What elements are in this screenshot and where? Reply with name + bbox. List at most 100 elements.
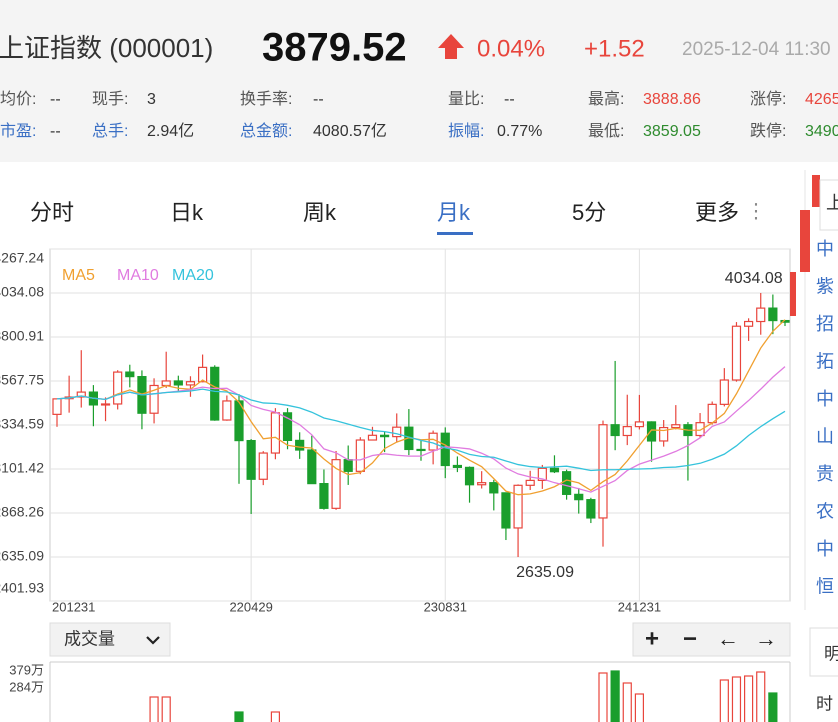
candle-body xyxy=(622,426,632,437)
candle-body xyxy=(598,424,608,519)
candle-body xyxy=(707,403,717,424)
legend-entry: MA5 xyxy=(62,267,95,284)
candle-body xyxy=(537,467,547,482)
stat-label: 现手: xyxy=(92,90,128,108)
candle-body xyxy=(234,400,244,442)
stat-value: 4265 xyxy=(805,91,838,108)
sidebar-item[interactable]: 农 xyxy=(816,501,834,521)
candle-body xyxy=(452,464,462,468)
sidebar-item[interactable]: 贵 xyxy=(816,464,834,484)
tab[interactable]: 分时 xyxy=(30,200,74,225)
candle-body xyxy=(525,479,535,486)
sidebar-item[interactable]: 紫 xyxy=(816,276,834,296)
candle-body xyxy=(477,482,487,486)
up-arrow xyxy=(438,34,464,59)
candle-body xyxy=(295,439,305,451)
volume-bar xyxy=(161,696,171,722)
price: 3879.52 xyxy=(262,26,407,70)
stat-label: 最低: xyxy=(588,122,624,140)
tab[interactable]: 日k xyxy=(170,200,204,225)
sidebar-tab[interactable] xyxy=(819,179,838,231)
candle-body xyxy=(52,398,62,415)
button[interactable]: ← xyxy=(717,626,739,651)
change-pct: 0.04% xyxy=(477,35,545,62)
sidebar-item[interactable]: 山 xyxy=(816,426,834,446)
stat-label: 最高: xyxy=(588,90,624,108)
y-tick-label: 2635.09 xyxy=(0,548,44,564)
volume-tick-label: 284万 xyxy=(9,679,44,694)
y-tick-label: 4034.08 xyxy=(0,284,44,300)
stat-label: 总手: xyxy=(92,122,128,140)
time: 2025-12-04 11:30 xyxy=(682,39,831,60)
candle-body xyxy=(731,325,742,381)
candle-body xyxy=(659,426,669,442)
tab[interactable]: 更多 xyxy=(695,200,739,225)
sidebar-header: 上 xyxy=(826,193,838,213)
stat-label: 均价: xyxy=(0,90,36,108)
candle-body xyxy=(646,421,657,442)
button-bar xyxy=(632,622,791,657)
stat-value: 3 xyxy=(147,91,156,108)
legend-entry: MA20 xyxy=(172,267,214,284)
legend-entry: MA10 xyxy=(117,267,159,284)
sidebar-item[interactable]: 中 xyxy=(816,239,834,259)
index-name: 上证指数 (000001) xyxy=(0,33,213,63)
sidebar-footer: 时 xyxy=(816,694,833,713)
stat-value: 3859.05 xyxy=(643,123,701,140)
volume-bar xyxy=(743,675,754,722)
button[interactable]: → xyxy=(755,626,777,651)
candle-body xyxy=(258,452,268,480)
candle-body xyxy=(756,307,766,323)
volume-bar xyxy=(731,676,742,722)
candle-body xyxy=(440,432,450,467)
selector-label: 成交量 xyxy=(64,629,115,648)
volume-bar xyxy=(270,711,280,722)
sidebar-item[interactable]: 招 xyxy=(816,314,834,334)
volume-bar xyxy=(622,682,632,722)
y-tick-label: 3101.42 xyxy=(0,460,44,476)
tab[interactable]: 5分 xyxy=(572,200,606,225)
candle-body xyxy=(113,371,123,405)
candle-body xyxy=(222,400,232,421)
volume-tick-label: 379万 xyxy=(9,662,44,677)
candle-body xyxy=(416,448,426,452)
candle-body xyxy=(100,403,111,406)
candle-body xyxy=(695,422,705,437)
sidebar-item[interactable]: 中 xyxy=(816,389,834,409)
volume-bar xyxy=(149,696,159,722)
candle-body xyxy=(561,471,572,495)
y-tick-label: 3800.91 xyxy=(0,328,44,344)
candle-body xyxy=(574,493,584,501)
sidebar-item[interactable]: 拓 xyxy=(816,351,834,371)
y-tick-label: 3334.59 xyxy=(0,416,44,432)
stat-value: 4080.57亿 xyxy=(313,122,387,140)
candle-body xyxy=(671,424,681,429)
candle-body xyxy=(125,371,135,378)
tab[interactable]: 周k xyxy=(303,200,337,225)
candle-body xyxy=(270,412,280,454)
candle-body xyxy=(489,482,499,494)
candle-body xyxy=(149,384,159,414)
y-tick-label: 3567.75 xyxy=(0,372,44,388)
candle-body xyxy=(76,391,86,398)
tab[interactable]: 月k xyxy=(437,200,471,225)
sidebar-item[interactable]: 中 xyxy=(816,539,834,559)
candle-body xyxy=(549,467,560,473)
sidebar-footer: 明 xyxy=(824,644,838,663)
button[interactable]: + xyxy=(645,625,659,652)
sidebar-marker xyxy=(812,175,820,207)
candle-body xyxy=(768,307,778,322)
volume-bar xyxy=(768,692,778,722)
sidebar-marker xyxy=(800,210,810,272)
stat-label: 涨停: xyxy=(750,90,786,108)
chevron xyxy=(146,636,160,645)
button[interactable]: − xyxy=(683,625,697,652)
stat-label: 跌停: xyxy=(750,122,786,140)
sidebar-item[interactable]: 恒 xyxy=(816,576,834,596)
sidebar-tab[interactable] xyxy=(809,627,838,677)
candle-body xyxy=(367,434,378,441)
y-tick-label: 2401.93 xyxy=(0,580,44,596)
ma-line xyxy=(56,366,786,493)
x-tick-label: 230831 xyxy=(424,599,467,614)
min-label: 2635.09 xyxy=(516,564,574,581)
